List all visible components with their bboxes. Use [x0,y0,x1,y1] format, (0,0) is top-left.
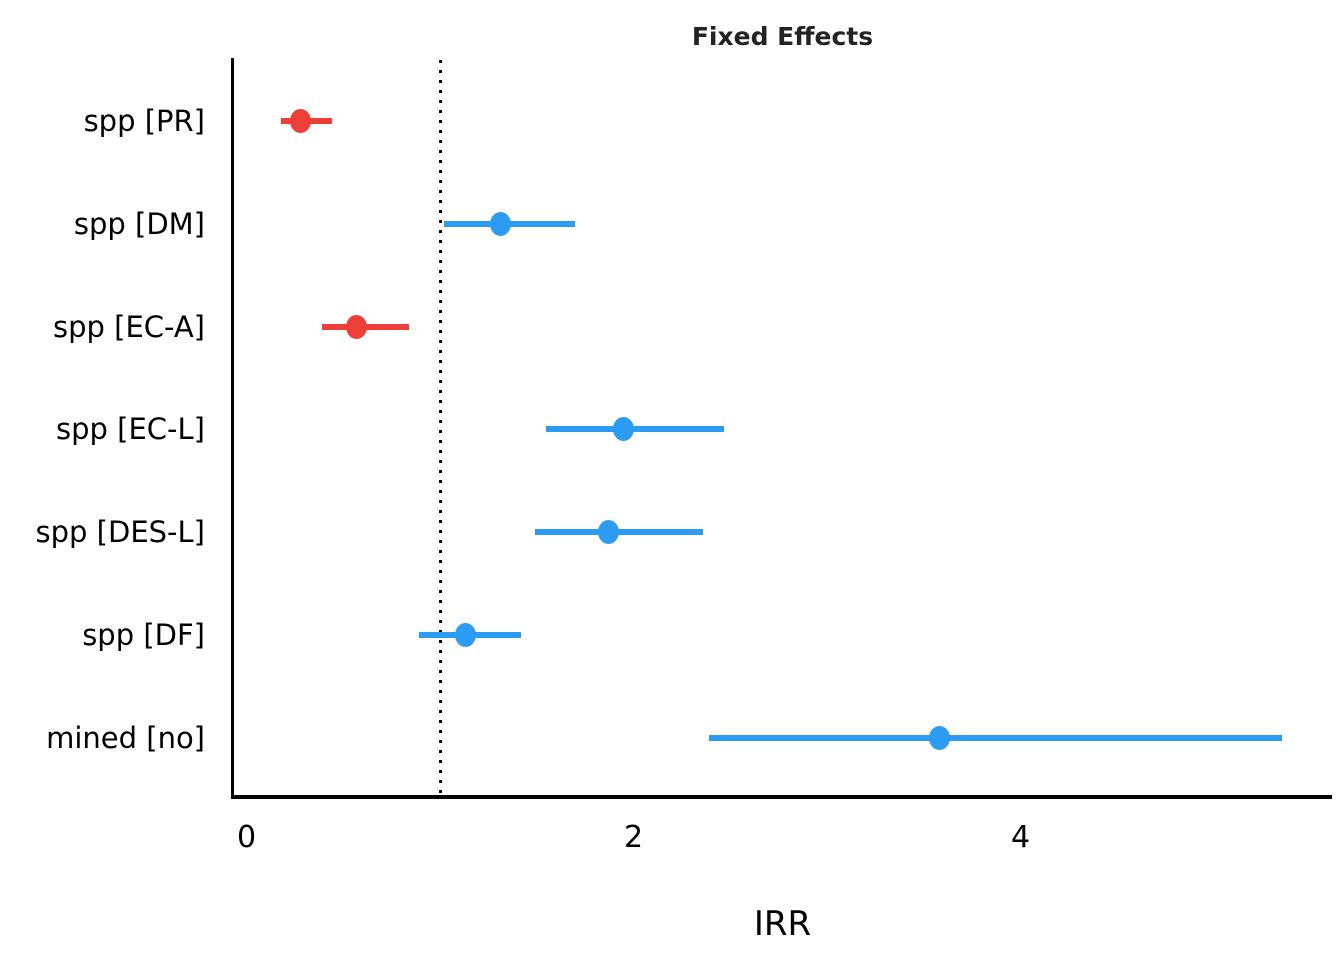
y-category-label: spp [DM] [73,206,205,241]
x-axis-title: IRR [753,904,812,944]
y-category-label: spp [EC-L] [56,412,205,447]
reference-line-irr-1 [438,60,442,797]
estimate-dot [597,520,619,545]
ci-line [534,529,704,536]
ci-line [708,734,1282,741]
y-axis-line [231,58,234,799]
estimate-dot [290,109,312,133]
estimate-dot [489,211,511,236]
ci-line [546,426,725,433]
x-tick-label: 0 [236,820,257,855]
plot-area [233,60,1332,797]
x-axis-line [231,795,1332,799]
chart-title: Fixed Effects [691,22,874,51]
y-category-label: mined [no] [46,720,205,755]
estimate-dot [928,725,950,750]
y-category-label: spp [PR] [83,104,205,138]
x-tick-label: 2 [623,820,644,855]
y-category-label: spp [DF] [82,618,205,652]
y-category-label: spp [DES-L] [35,515,205,550]
y-category-label: spp [EC-A] [52,309,205,344]
estimate-dot [346,314,368,339]
estimate-dot [454,623,476,647]
x-tick-label: 4 [1010,820,1031,855]
estimate-dot [613,417,635,442]
